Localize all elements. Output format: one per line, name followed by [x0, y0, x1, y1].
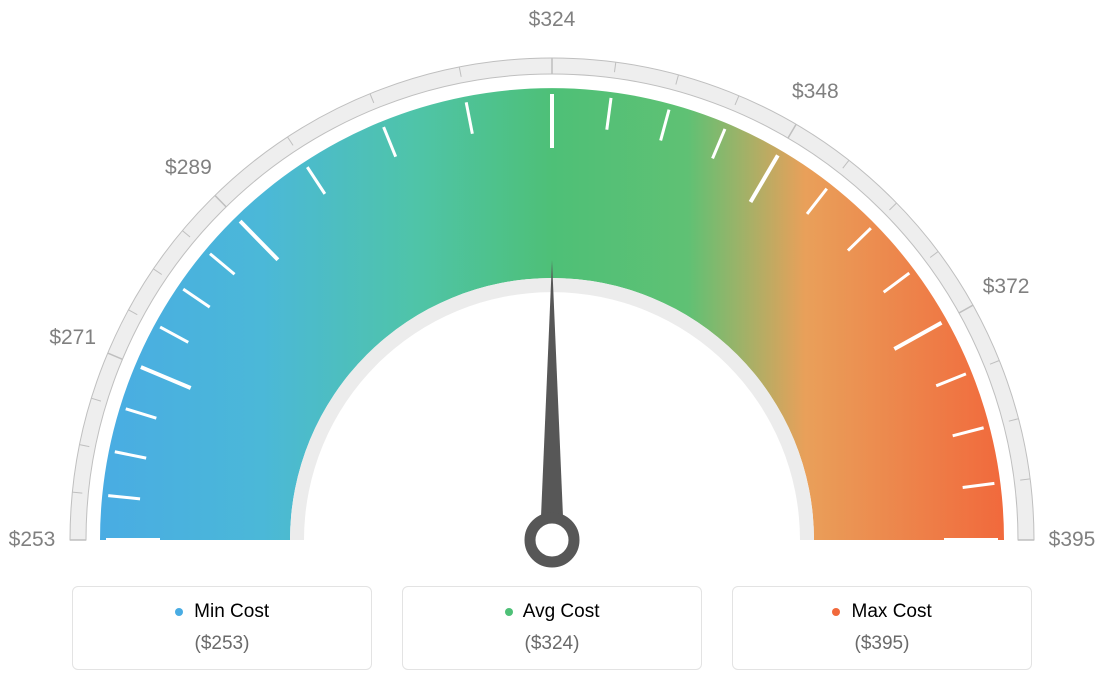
legend-dot-max — [832, 608, 840, 616]
legend-value-min: ($253) — [83, 633, 361, 655]
legend-card-max: Max Cost ($395) — [732, 586, 1032, 670]
legend-title-avg: Avg Cost — [413, 601, 691, 623]
gauge-area: $253 $271 $289 $324 $348 $372 $395 — [0, 0, 1104, 570]
legend-title-max: Max Cost — [743, 601, 1021, 623]
gauge-tick-label: $395 — [1049, 528, 1096, 552]
gauge-tick-label: $289 — [165, 156, 212, 180]
gauge-tick-label: $253 — [9, 528, 56, 552]
legend-value-avg: ($324) — [413, 633, 691, 655]
gauge-tick-label: $271 — [49, 326, 96, 350]
legend-label-max: Max Cost — [852, 601, 932, 622]
legend-row: Min Cost ($253) Avg Cost ($324) Max Cost… — [0, 586, 1104, 670]
legend-label-min: Min Cost — [194, 601, 269, 622]
legend-dot-min — [175, 608, 183, 616]
gauge-chart-container: $253 $271 $289 $324 $348 $372 $395 Min Cost ($… — [0, 0, 1104, 690]
legend-title-min: Min Cost — [83, 601, 361, 623]
legend-dot-avg — [505, 608, 513, 616]
legend-label-avg: Avg Cost — [523, 601, 600, 622]
gauge-tick-label: $348 — [792, 80, 839, 104]
legend-card-avg: Avg Cost ($324) — [402, 586, 702, 670]
legend-value-max: ($395) — [743, 633, 1021, 655]
gauge-tick-label: $324 — [529, 8, 576, 32]
gauge-svg — [0, 0, 1104, 570]
legend-card-min: Min Cost ($253) — [72, 586, 372, 670]
gauge-tick-label: $372 — [983, 275, 1030, 299]
